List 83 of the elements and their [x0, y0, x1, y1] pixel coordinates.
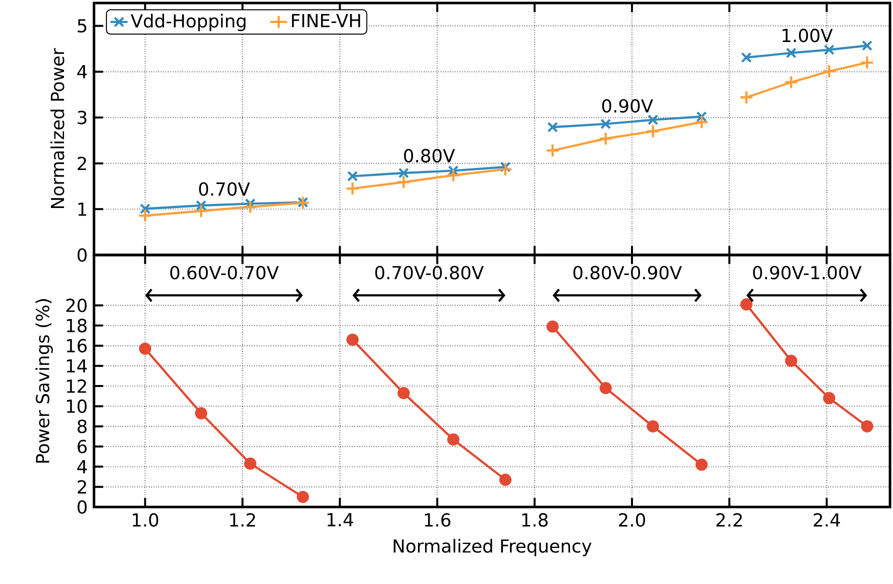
annotation: 0.80V-0.90V: [573, 266, 682, 280]
point: [648, 114, 658, 126]
y-tick-label: 4: [77, 460, 87, 474]
y-tick-label: 10: [66, 399, 87, 413]
y-tick-label: 2: [78, 480, 86, 494]
legend-label: FINE-VH: [292, 14, 360, 28]
point: [861, 420, 874, 432]
annotation: 0.80V: [404, 148, 455, 162]
point: [786, 48, 797, 58]
y-tick-label: 12: [66, 379, 86, 393]
point: [500, 162, 511, 172]
point: [396, 175, 411, 190]
point: [244, 458, 256, 470]
x-tick-label: 2.4: [814, 513, 840, 526]
point: [139, 342, 152, 355]
annotation: 0.60V-0.70V: [170, 266, 279, 280]
y-tick-label: 20: [66, 298, 87, 312]
point: [447, 433, 460, 446]
point: [194, 204, 208, 218]
point: [823, 392, 836, 404]
y-tick-label: 5: [78, 19, 86, 33]
annotation: 1.00V: [782, 28, 833, 42]
y-tick-label: 4: [77, 65, 87, 78]
point: [598, 132, 613, 146]
point: [244, 198, 256, 210]
point: [498, 162, 512, 176]
point: [740, 298, 752, 310]
point: [346, 334, 359, 346]
point: [741, 52, 752, 63]
y-tick-label: 0: [78, 500, 87, 514]
point: [546, 320, 559, 333]
x-tick-label: 1.6: [424, 513, 450, 527]
y-tick-label: 14: [66, 359, 87, 372]
point: [138, 208, 152, 223]
x-tick-label: 1.0: [132, 513, 158, 527]
y-axis-title: Normalized Power: [50, 48, 64, 208]
y-axis-title: Power Savings (%): [36, 299, 53, 463]
point: [296, 490, 309, 504]
point: [345, 181, 360, 196]
point: [696, 458, 708, 471]
x-tick-label: 1.2: [230, 513, 255, 526]
point: [600, 382, 612, 394]
point: [547, 122, 558, 133]
x-tick-label: 1.4: [328, 513, 354, 526]
point: [646, 420, 660, 432]
point: [347, 170, 358, 182]
point: [694, 115, 709, 130]
point: [446, 168, 460, 182]
x-tick-label: 2.0: [619, 513, 646, 527]
annotation: 0.70V: [199, 182, 250, 196]
x-tick-label: 1.8: [522, 513, 548, 527]
point: [860, 55, 874, 70]
point: [140, 203, 150, 214]
legend-label: Vdd-Hopping: [130, 14, 246, 32]
y-tick-label: 3: [78, 110, 86, 124]
point: [862, 40, 872, 51]
annotation: 0.90V-1.00V: [753, 266, 862, 280]
point: [243, 200, 258, 214]
annotation: 0.90V: [602, 99, 654, 113]
point: [546, 143, 560, 158]
point: [499, 474, 512, 486]
point: [646, 124, 660, 138]
y-tick-label: 6: [78, 440, 87, 454]
point: [824, 44, 834, 56]
point: [196, 200, 206, 211]
point: [822, 64, 836, 78]
y-tick-label: 16: [66, 338, 87, 352]
y-tick-label: 2: [78, 156, 86, 170]
point: [696, 111, 707, 122]
point: [784, 75, 798, 90]
x-tick-label: 2.2: [716, 513, 742, 526]
y-tick-label: 0: [78, 248, 87, 262]
x-axis-title: Normalized Frequency: [394, 538, 592, 556]
point: [785, 354, 798, 367]
point: [600, 118, 612, 130]
point: [195, 407, 208, 420]
y-tick-label: 18: [66, 318, 87, 332]
y-tick-label: 1: [78, 202, 86, 216]
point: [398, 168, 409, 178]
annotation: 0.70V-0.80V: [375, 266, 484, 280]
y-tick-label: 8: [78, 420, 87, 434]
point: [739, 90, 754, 104]
point: [398, 386, 410, 400]
